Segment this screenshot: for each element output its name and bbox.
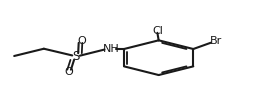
Text: NH: NH [103,44,120,54]
Text: O: O [64,67,73,77]
Text: Cl: Cl [152,26,163,36]
Text: S: S [72,50,80,63]
Text: O: O [77,36,86,46]
Text: Br: Br [210,36,222,46]
